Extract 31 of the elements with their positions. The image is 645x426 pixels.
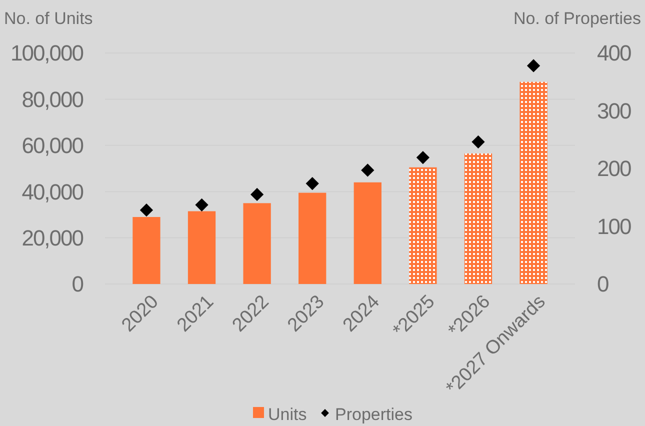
y-tick-label: 80,000 xyxy=(22,86,84,112)
y-tick-label: 40,000 xyxy=(22,179,84,204)
point xyxy=(361,164,374,177)
point xyxy=(306,176,319,190)
y2-tick-label: 400 xyxy=(597,40,632,66)
point xyxy=(472,135,485,149)
y2-axis-title: No. of Properties xyxy=(513,9,641,28)
bar xyxy=(132,217,160,284)
y-tick-label: 100,000 xyxy=(10,40,84,66)
bar xyxy=(188,211,216,284)
y2-tick-label: 200 xyxy=(597,156,632,182)
y2-tick-label: 0 xyxy=(597,272,609,297)
point xyxy=(250,188,264,202)
bar xyxy=(464,153,492,284)
bar xyxy=(243,203,271,284)
y2-tick-label: 100 xyxy=(597,214,632,239)
bar xyxy=(354,182,382,284)
bar xyxy=(409,167,437,284)
y-tick-label: 20,000 xyxy=(22,226,84,250)
bar xyxy=(520,82,548,284)
point xyxy=(195,198,208,212)
y-axis-title: No. of Units xyxy=(4,9,93,28)
y2-tick-label: 300 xyxy=(597,98,632,124)
point xyxy=(140,204,154,217)
legend-label: Units xyxy=(268,404,307,424)
point xyxy=(526,59,540,72)
y-tick-label: 0 xyxy=(72,272,84,297)
legend-label: Properties xyxy=(335,404,412,424)
bar xyxy=(298,192,326,284)
point xyxy=(416,150,430,164)
y-tick-label: 60,000 xyxy=(22,133,84,158)
